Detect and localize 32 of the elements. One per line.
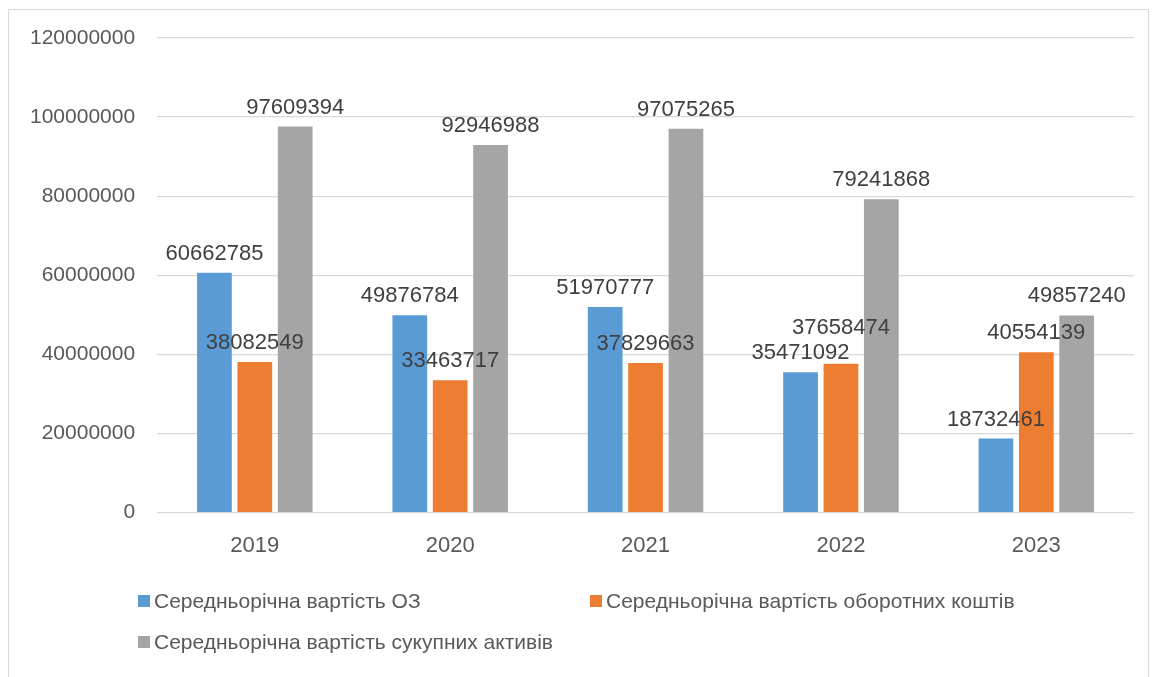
data-label: 92946988 [441, 112, 540, 138]
y-tick-label: 120000000 [29, 24, 136, 48]
y-tick-label: 100000000 [29, 103, 136, 127]
legend-label: Середньорічна вартість оборотних коштів [606, 589, 1015, 613]
data-label: 49876784 [360, 282, 459, 308]
data-label: 79241868 [832, 166, 931, 192]
bar [628, 362, 663, 512]
x-tick-label: 2020 [425, 531, 475, 557]
bar [978, 438, 1014, 512]
x-tick-label: 2021 [621, 531, 671, 557]
y-tick-label: 0 [123, 499, 136, 523]
bar [823, 363, 859, 512]
data-label: 40554139 [987, 319, 1086, 345]
data-label: 49857240 [1027, 282, 1126, 308]
y-tick-label: 20000000 [41, 420, 136, 444]
data-label: 35471092 [751, 339, 850, 365]
data-label: 37658474 [791, 314, 890, 340]
x-tick-label: 2023 [1011, 531, 1061, 557]
x-tick-label: 2019 [230, 531, 280, 557]
bar [432, 380, 468, 512]
data-label: 60662785 [165, 239, 264, 265]
y-tick-label: 60000000 [41, 262, 136, 286]
legend-label: Середньорічна вартість сукупних активів [154, 630, 553, 654]
data-label: 97609394 [246, 93, 345, 119]
y-tick-label: 40000000 [41, 341, 136, 365]
x-tick-label: 2022 [816, 531, 866, 557]
data-label: 97075265 [636, 95, 735, 121]
bar [237, 361, 273, 512]
legend-label: Середньорічна вартість ОЗ [154, 589, 421, 613]
data-label: 51970777 [556, 274, 655, 300]
y-tick-label: 80000000 [41, 183, 136, 206]
bar [783, 372, 818, 512]
